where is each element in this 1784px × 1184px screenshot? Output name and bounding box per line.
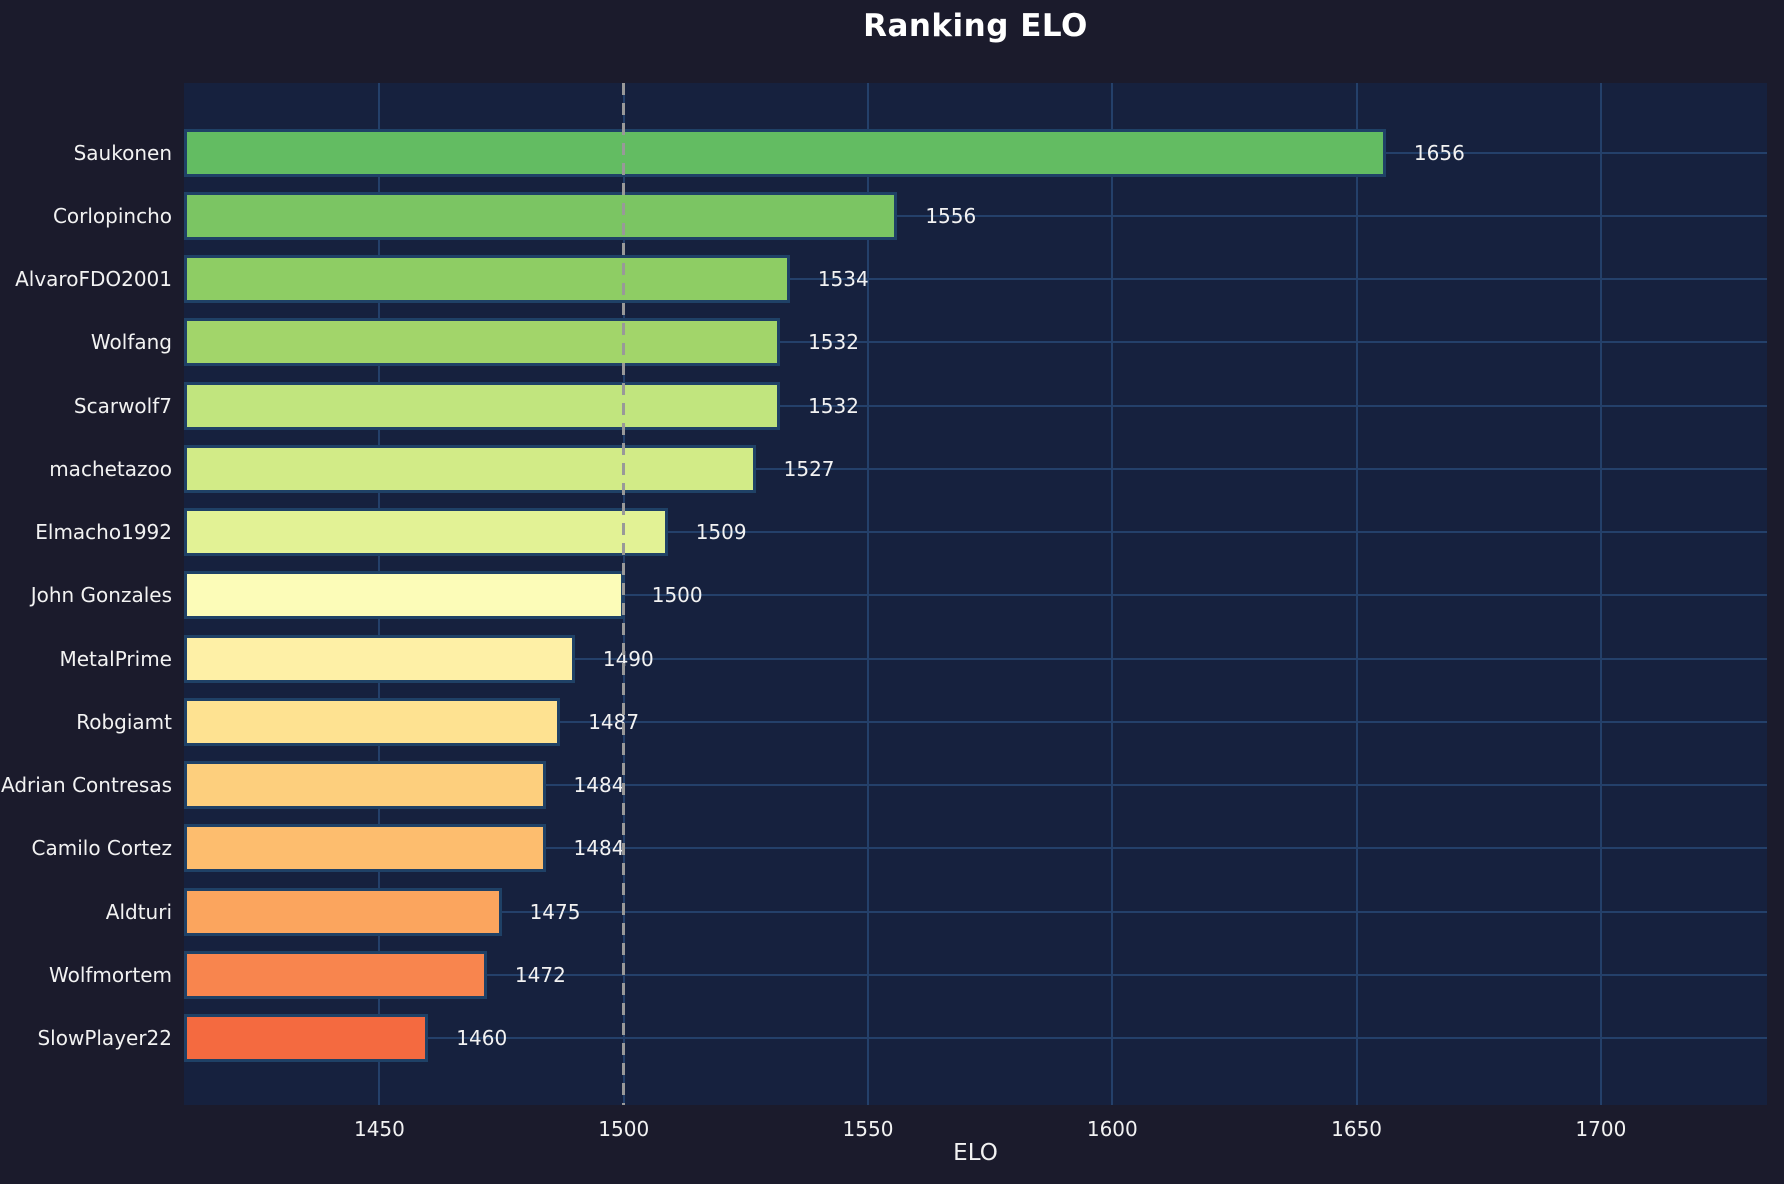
bar xyxy=(184,887,502,936)
x-tick-label: 1500 xyxy=(598,1117,650,1141)
gridline-horizontal xyxy=(184,594,1767,597)
gridline-horizontal xyxy=(184,531,1767,533)
y-tick-label: Adrian Contresas xyxy=(1,773,172,797)
gridline-horizontal xyxy=(184,784,1767,786)
reference-line-1500 xyxy=(622,83,626,1105)
bar-value-label: 1500 xyxy=(651,583,703,608)
bar xyxy=(184,318,781,367)
gridline-horizontal xyxy=(184,657,1767,660)
bar xyxy=(184,824,546,873)
bar xyxy=(184,950,487,999)
bar xyxy=(184,634,575,683)
x-tick-label: 1650 xyxy=(1331,1117,1383,1141)
y-tick-label: Scarwolf7 xyxy=(73,393,172,418)
y-tick-label: Elmacho1992 xyxy=(35,520,172,544)
gridline-horizontal xyxy=(184,973,1767,976)
bar-value-label: 1490 xyxy=(602,646,654,671)
y-tick-label: SlowPlayer22 xyxy=(37,1026,172,1050)
y-tick-label: Aldturi xyxy=(105,899,172,924)
y-tick-label: Wolfmortem xyxy=(48,962,172,987)
bar-value-label: 1484 xyxy=(573,836,625,861)
gridline-horizontal xyxy=(184,910,1767,913)
gridline-vertical xyxy=(1111,83,1114,1105)
x-tick-label: 1450 xyxy=(353,1117,405,1141)
y-tick-label: machetazoo xyxy=(49,456,172,481)
x-tick-label: 1700 xyxy=(1575,1117,1627,1141)
gridline-horizontal xyxy=(184,467,1767,470)
bar-value-label: 1460 xyxy=(456,1026,508,1050)
bar-value-label: 1656 xyxy=(1413,140,1465,165)
x-tick-label: 1550 xyxy=(842,1117,894,1141)
gridline-horizontal xyxy=(184,720,1767,723)
bar xyxy=(184,128,1386,177)
x-tick-label: 1600 xyxy=(1086,1117,1138,1141)
gridline-horizontal xyxy=(184,214,1767,217)
y-tick-label: MetalPrime xyxy=(59,646,173,671)
bar xyxy=(184,1014,429,1062)
bar xyxy=(184,381,781,430)
bar-value-label: 1532 xyxy=(808,393,859,418)
chart-title: Ranking ELO xyxy=(863,8,1088,44)
gridline-vertical xyxy=(867,83,869,1105)
bar-value-label: 1475 xyxy=(529,899,581,924)
gridline-horizontal xyxy=(184,847,1767,850)
y-tick-label: John Gonzales xyxy=(30,583,172,608)
gridline-vertical xyxy=(1599,83,1602,1105)
y-tick-label: Wolfang xyxy=(90,330,172,355)
bar xyxy=(184,571,624,620)
bar xyxy=(184,508,668,556)
bar xyxy=(184,697,561,746)
bar-value-label: 1532 xyxy=(808,330,859,355)
y-tick-label: Camilo Cortez xyxy=(31,836,172,861)
bar-value-label: 1484 xyxy=(573,773,625,797)
bar xyxy=(184,444,756,493)
bar-value-label: 1556 xyxy=(925,203,977,228)
y-tick-label: Saukonen xyxy=(73,140,172,165)
bar-value-label: 1534 xyxy=(817,267,869,291)
y-tick-label: Corlopincho xyxy=(52,203,172,228)
gridline-horizontal xyxy=(184,341,1767,344)
gridline-vertical xyxy=(1355,83,1358,1105)
bar-value-label: 1509 xyxy=(695,520,747,544)
bar-value-label: 1487 xyxy=(588,709,640,734)
gridline-horizontal xyxy=(184,278,1767,280)
x-axis-label: ELO xyxy=(953,1140,998,1166)
bar-value-label: 1527 xyxy=(783,456,835,481)
y-tick-label: AlvaroFDO2001 xyxy=(15,267,172,291)
gridline-horizontal xyxy=(184,1037,1767,1039)
bar-value-label: 1472 xyxy=(514,962,566,987)
gridline-horizontal xyxy=(184,404,1767,407)
bar xyxy=(184,255,790,303)
plot-area: 1656 1556 1534 1532 1532 1527 1509 1500 1490 1487… xyxy=(184,83,1767,1105)
y-tick-label: Robgiamt xyxy=(76,709,172,734)
bar xyxy=(184,191,898,240)
bar xyxy=(184,761,546,809)
